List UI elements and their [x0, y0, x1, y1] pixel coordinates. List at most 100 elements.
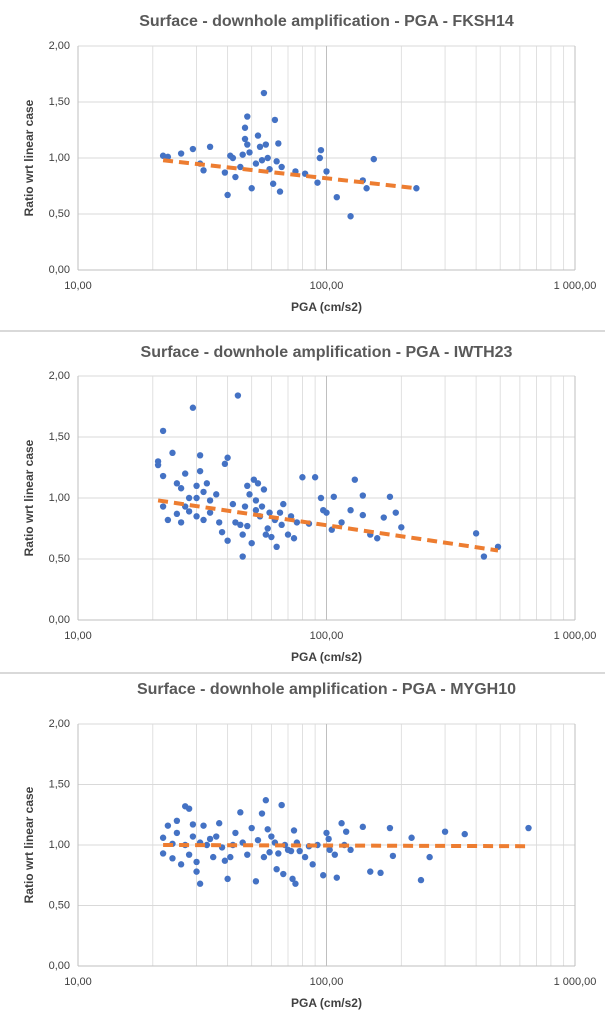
point: [363, 185, 370, 192]
point: [480, 553, 488, 560]
point: [301, 853, 309, 861]
point: [254, 836, 262, 844]
point: [309, 861, 316, 868]
point: [224, 875, 231, 883]
x-axis-label: PGA (cm/s2): [291, 996, 362, 1010]
point: [215, 820, 223, 827]
point: [256, 143, 264, 150]
y-axis-label: Ratio wrt linear case: [22, 439, 36, 556]
point: [338, 519, 345, 526]
x-tick-label: 10,00: [64, 280, 92, 292]
point: [280, 500, 287, 508]
point: [323, 168, 330, 175]
point: [293, 519, 301, 526]
y-tick-label: 1,50: [49, 96, 70, 108]
point: [262, 531, 270, 538]
point: [164, 153, 172, 161]
point: [200, 516, 207, 524]
point: [254, 480, 262, 487]
point: [252, 160, 260, 167]
point: [392, 509, 399, 516]
point: [189, 404, 197, 411]
point: [320, 872, 327, 879]
x-axis-label: PGA (cm/s2): [291, 650, 362, 664]
point: [278, 163, 285, 171]
point: [206, 835, 214, 843]
point: [224, 191, 231, 199]
point: [239, 151, 246, 158]
y-tick-label: 0,00: [49, 264, 70, 276]
x-tick-label: 10,00: [64, 976, 92, 988]
point: [417, 876, 425, 884]
point: [326, 846, 333, 854]
point: [196, 452, 204, 459]
point: [250, 476, 258, 483]
point: [386, 493, 394, 500]
point: [351, 476, 359, 483]
trendline: [162, 158, 417, 191]
point: [264, 826, 271, 833]
y-tick-label: 2,00: [49, 370, 70, 382]
point: [244, 522, 251, 530]
y-tick-label: 0,50: [49, 553, 70, 565]
point: [159, 503, 167, 510]
point: [252, 497, 260, 504]
point: [189, 145, 197, 153]
point: [325, 835, 332, 843]
point: [164, 516, 172, 524]
point: [398, 524, 405, 531]
point: [229, 500, 237, 508]
point: [276, 509, 284, 516]
x-tick-label: 1 000,00: [554, 630, 597, 642]
point: [296, 847, 303, 855]
point: [200, 488, 207, 496]
point: [221, 857, 229, 864]
point: [159, 152, 167, 159]
point: [210, 853, 217, 861]
y-tick-label: 1,50: [49, 778, 70, 790]
point: [248, 824, 255, 832]
point: [159, 850, 167, 857]
x-tick-label: 1 000,00: [554, 280, 597, 292]
point: [239, 553, 246, 560]
point: [227, 853, 234, 861]
point: [317, 146, 325, 154]
point: [185, 851, 193, 858]
point: [213, 491, 220, 498]
point: [260, 853, 268, 861]
point: [275, 140, 282, 147]
point: [237, 809, 244, 816]
point: [224, 454, 231, 461]
point: [276, 188, 284, 195]
point: [323, 509, 330, 516]
point: [241, 503, 249, 510]
point: [169, 855, 176, 862]
point: [200, 167, 207, 174]
point: [206, 143, 214, 150]
y-tick-label: 1,50: [49, 431, 70, 443]
y-axis-label: Ratio wrt linear case: [22, 786, 36, 903]
point: [333, 874, 340, 881]
point: [196, 880, 204, 887]
trendline: [157, 498, 499, 553]
point: [262, 797, 270, 804]
point: [185, 494, 193, 502]
chart-title: Surface - downhole amplification - PGA -…: [137, 681, 516, 698]
point: [377, 869, 384, 877]
point: [252, 878, 260, 885]
point: [273, 543, 280, 550]
point: [185, 508, 193, 515]
point: [386, 824, 394, 832]
point: [314, 179, 321, 186]
x-tick-label: 100,00: [310, 630, 344, 642]
point: [359, 511, 367, 519]
point: [260, 89, 268, 97]
point: [169, 449, 176, 457]
point: [299, 474, 306, 481]
point: [262, 141, 270, 148]
point: [330, 493, 338, 500]
point: [173, 480, 181, 487]
point: [525, 824, 532, 832]
point: [234, 392, 242, 399]
